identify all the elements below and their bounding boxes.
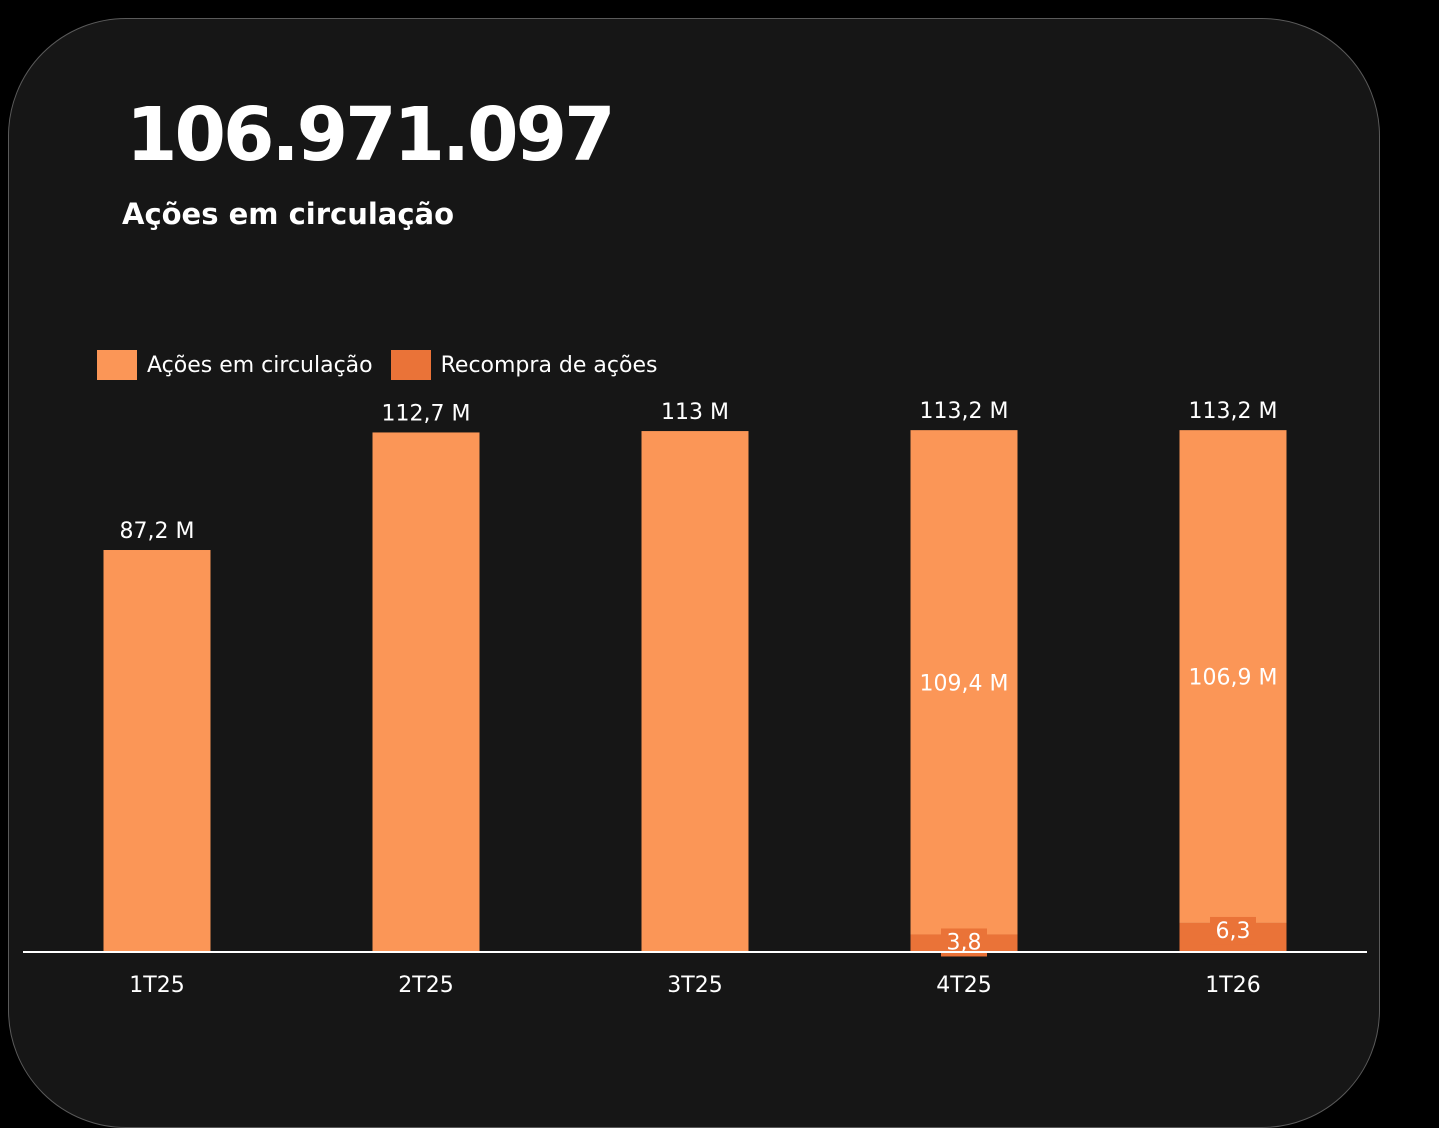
bar-acoes-1T26 bbox=[1179, 430, 1287, 923]
total-label-3T25: 113 M bbox=[661, 400, 729, 425]
inner-label-4T25: 109,4 M bbox=[920, 671, 1009, 696]
bar-acoes-4T25 bbox=[910, 430, 1018, 935]
bar-acoes-1T25 bbox=[103, 550, 211, 952]
legend-swatch-recompra bbox=[390, 350, 431, 380]
legend-swatch-acoes bbox=[97, 350, 137, 380]
total-label-2T25: 112,7 M bbox=[382, 401, 471, 426]
inner-label-1T26: 106,9 M bbox=[1189, 666, 1278, 691]
legend-label-recompra: Recompra de ações bbox=[440, 352, 658, 378]
category-label-2T25: 2T25 bbox=[398, 973, 453, 998]
buyback-label-box-1T26 bbox=[1210, 916, 1256, 945]
total-label-1T26: 113,2 M bbox=[1189, 399, 1278, 424]
category-label-4T25: 4T25 bbox=[936, 973, 991, 998]
bar-acoes-2T25 bbox=[372, 432, 480, 952]
legend-item-recompra: Recompra de ações bbox=[390, 350, 658, 380]
chart-legend: Ações em circulação Recompra de ações bbox=[97, 350, 675, 380]
legend-item-acoes: Ações em circulação bbox=[97, 350, 373, 380]
total-label-1T25: 87,2 M bbox=[120, 519, 195, 544]
headline-value: 106.971.097 bbox=[126, 92, 616, 178]
total-label-4T25: 113,2 M bbox=[920, 399, 1009, 424]
category-label-1T25: 1T25 bbox=[129, 973, 184, 998]
bar-acoes-3T25 bbox=[641, 431, 749, 952]
category-label-3T25: 3T25 bbox=[667, 973, 722, 998]
category-label-1T26: 1T26 bbox=[1205, 973, 1260, 998]
headline-subtitle: Ações em circulação bbox=[122, 197, 455, 231]
bar-chart: 87,2 M 1T25 112,7 M 2T25 113 M 3T25 113,2 M 109… bbox=[23, 399, 1367, 998]
legend-label-acoes: Ações em circulação bbox=[147, 352, 373, 378]
buyback-label-1T26: 6,3 bbox=[1216, 919, 1251, 944]
